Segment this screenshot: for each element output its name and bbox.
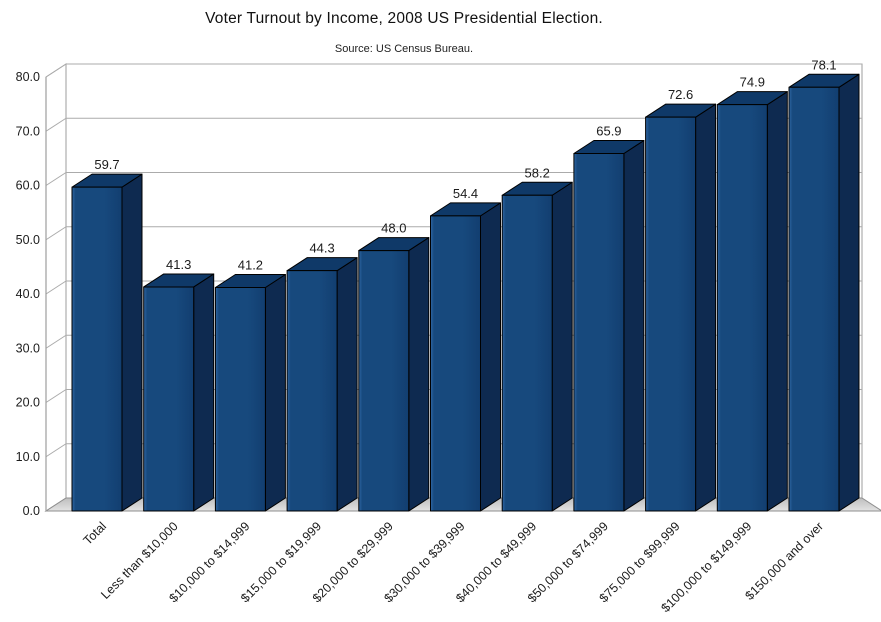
bar-value-label: 65.9 [596, 123, 621, 138]
gridline-slant [45, 334, 67, 349]
category-label: $10,000 to $14,999 [166, 519, 252, 605]
bar-side-face [623, 139, 645, 512]
bar-side-face [264, 273, 286, 512]
bar [716, 91, 788, 512]
category-label: $40,000 to $49,999 [453, 519, 539, 605]
gridline-slant [45, 443, 67, 458]
y-axis-tick-label: 30.0 [16, 341, 40, 355]
bar-front-face [358, 250, 410, 512]
bar-front-face [71, 186, 123, 512]
bar-side-face [480, 202, 501, 512]
bar [788, 73, 860, 512]
bar-value-label: 48.0 [381, 221, 406, 236]
category-label: $75,000 to $99,999 [597, 519, 683, 605]
bar-side-face [193, 273, 215, 512]
y-axis-tick-label: 0.0 [23, 504, 40, 518]
y-axis-labels: 0.0 10.0 20.0 30.0 40.0 50.0 60.0 70.0 80.0 [16, 70, 40, 518]
bar [286, 257, 358, 512]
bar-side-face [695, 103, 717, 512]
bar [71, 173, 143, 512]
y-axis-tick-label: 70.0 [16, 124, 40, 138]
bar [430, 202, 501, 512]
bar-value-label: 78.1 [811, 57, 836, 72]
bar-side-face [408, 237, 430, 512]
bar-side-face [336, 257, 358, 512]
bar-front-face [430, 215, 481, 512]
y-axis-tick-label: 80.0 [16, 70, 40, 84]
category-label: Less than $10,000 [98, 519, 181, 602]
bar-front-face [788, 86, 840, 512]
bar-side-face [838, 73, 860, 512]
bar-value-label: 54.4 [453, 186, 478, 201]
gridline-slant [45, 389, 67, 403]
bar [573, 139, 645, 512]
bar [358, 237, 430, 512]
chart-subtitle: Source: US Census Bureau. [334, 43, 474, 55]
bar [214, 273, 286, 512]
y-axis-tick-label: 60.0 [16, 179, 40, 193]
bars [71, 73, 860, 512]
gridline-slant [45, 280, 67, 295]
category-label: $15,000 to $19,999 [238, 519, 324, 605]
bar-side-face [121, 173, 143, 512]
bar [501, 181, 573, 512]
bar-front-face [214, 286, 266, 512]
bar [143, 273, 215, 512]
category-label: $30,000 to $39,999 [382, 519, 468, 605]
gridline-slant [45, 226, 67, 241]
y-axis-tick-label: 50.0 [16, 233, 40, 247]
category-label: $150,000 and over [742, 519, 826, 603]
bar-value-label: 72.6 [668, 87, 693, 102]
gridline-slant [45, 117, 67, 132]
bar-value-label: 59.7 [94, 157, 119, 172]
bar-value-label: 58.2 [525, 165, 550, 180]
category-label: Total [81, 519, 110, 548]
bar-value-label: 41.2 [238, 257, 263, 272]
category-label: $50,000 to $74,999 [525, 519, 611, 605]
bar-front-face [143, 286, 195, 512]
bar-front-face [501, 194, 553, 512]
bar-value-labels: 59.7 41.3 41.2 44.3 48.0 54.4 58.2 65.9 72.6 74.9… [94, 57, 836, 272]
bar-front-face [286, 270, 338, 512]
bar-value-label: 41.3 [166, 257, 191, 272]
chart-title: Voter Turnout by Income, 2008 US Preside… [205, 10, 603, 27]
bar [645, 103, 717, 512]
gridline-slant [45, 172, 67, 186]
y-axis-tick-label: 20.0 [16, 396, 40, 410]
y-axis-tick-label: 40.0 [16, 287, 40, 301]
bar-side-face [766, 91, 788, 512]
category-label: $20,000 to $29,999 [310, 519, 396, 605]
bar-front-face [573, 152, 625, 512]
bar-value-label: 44.3 [309, 241, 334, 256]
bar-side-face [551, 181, 573, 512]
bar-value-label: 74.9 [740, 75, 765, 90]
y-axis-tick-label: 10.0 [16, 450, 40, 464]
gridline-slant [45, 63, 67, 78]
bar-front-face [716, 104, 768, 512]
bar-front-face [645, 116, 697, 512]
